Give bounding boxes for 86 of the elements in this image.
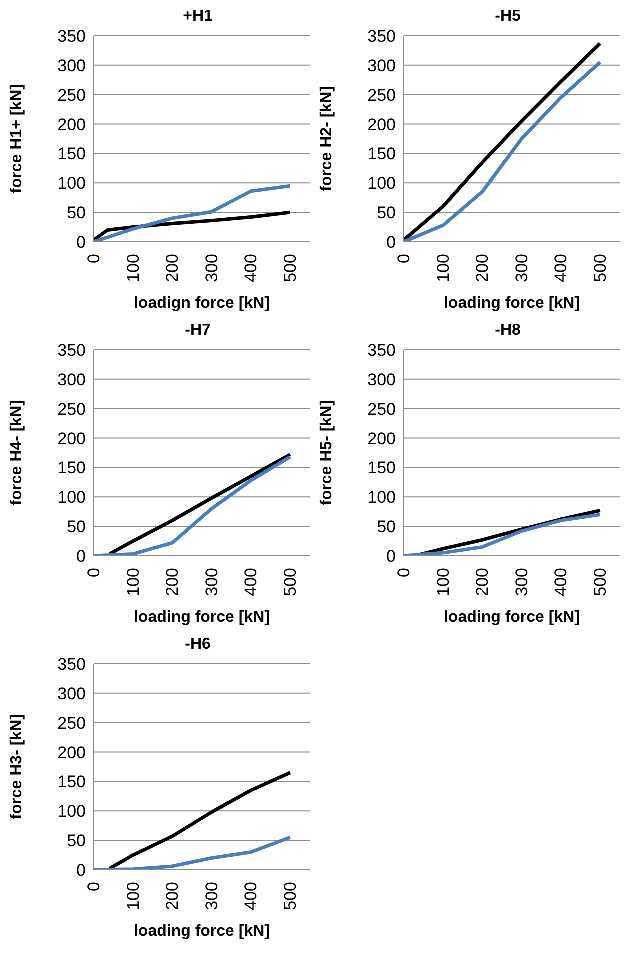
- x-axis-title: loading force [kN]: [134, 923, 270, 940]
- chart-title: -H7: [184, 322, 212, 341]
- y-tick-label: 150: [368, 458, 396, 478]
- x-tick-label: 0: [84, 254, 104, 264]
- x-tick-label: 300: [512, 254, 532, 282]
- x-tick-label: 100: [124, 254, 143, 282]
- y-tick-label: 200: [58, 743, 86, 762]
- x-tick-label: 200: [163, 568, 182, 596]
- x-tick-label: 0: [84, 882, 104, 892]
- x-tick-label: 0: [394, 254, 414, 264]
- line-series: [108, 771, 292, 870]
- y-tick-label: 50: [67, 204, 86, 223]
- y-tick-label: 300: [368, 370, 396, 390]
- x-tick-label: 200: [163, 254, 182, 282]
- x-tick-label: 300: [202, 254, 222, 282]
- x-tick-label: 500: [590, 254, 610, 282]
- x-tick-label: 0: [84, 568, 104, 578]
- y-tick-label: 100: [368, 488, 396, 508]
- chart-title: -H5: [494, 8, 522, 27]
- x-tick-label: 500: [280, 254, 300, 282]
- y-axis-title: force H5- [kN]: [318, 400, 336, 506]
- chart-title: +H1: [182, 8, 214, 27]
- x-axis-title: loading force [kN]: [134, 609, 270, 626]
- x-tick-label: 200: [163, 882, 182, 910]
- y-tick-label: 350: [58, 655, 86, 674]
- y-tick-label: 50: [377, 204, 396, 223]
- y-tick-label: 200: [58, 115, 86, 134]
- y-tick-label: 200: [368, 115, 396, 134]
- y-tick-label: 200: [368, 429, 396, 448]
- y-tick-label: 50: [67, 518, 86, 537]
- y-tick-label: 350: [368, 27, 396, 46]
- x-tick-label: 300: [202, 568, 222, 596]
- x-tick-label: 200: [473, 254, 492, 282]
- y-axis-title: force H1+ [kN]: [8, 84, 26, 194]
- x-tick-label: 0: [394, 568, 414, 578]
- y-tick-label: 50: [67, 832, 86, 851]
- y-tick-label: 350: [58, 341, 86, 360]
- line-series: [94, 836, 292, 870]
- x-tick-label: 500: [280, 568, 300, 596]
- y-tick-label: 100: [368, 174, 396, 194]
- y-tick-label: 250: [58, 400, 86, 419]
- y-tick-label: 300: [368, 56, 396, 76]
- line-series: [404, 513, 602, 556]
- x-tick-label: 300: [202, 882, 222, 910]
- y-tick-label: 150: [58, 772, 86, 792]
- chart-title: -H8: [494, 322, 522, 341]
- y-tick-label: 200: [58, 429, 86, 448]
- x-tick-label: 100: [434, 254, 453, 282]
- y-tick-label: 250: [58, 86, 86, 105]
- line-series: [94, 184, 292, 242]
- x-tick-label: 400: [242, 254, 261, 282]
- x-tick-label: 400: [552, 254, 571, 282]
- x-tick-label: 100: [124, 568, 143, 596]
- y-axis-title: force H2- [kN]: [318, 86, 336, 192]
- line-series: [94, 210, 292, 242]
- y-tick-label: 300: [58, 56, 86, 76]
- y-tick-label: 50: [377, 518, 396, 537]
- x-axis-title: loading force [kN]: [444, 295, 580, 312]
- y-axis-title: force H3- [kN]: [8, 714, 26, 820]
- y-tick-label: 100: [58, 802, 86, 822]
- x-axis-title: loadign force [kN]: [134, 295, 270, 312]
- x-tick-label: 400: [552, 568, 571, 596]
- y-tick-label: 350: [58, 27, 86, 46]
- x-tick-label: 400: [242, 568, 261, 596]
- y-tick-label: 250: [368, 86, 396, 105]
- x-tick-label: 500: [280, 882, 300, 910]
- y-tick-label: 0: [76, 861, 86, 880]
- x-tick-label: 200: [473, 568, 492, 596]
- y-tick-label: 100: [58, 174, 86, 194]
- y-tick-label: 300: [58, 684, 86, 704]
- y-tick-label: 300: [58, 370, 86, 390]
- x-tick-label: 400: [242, 882, 261, 910]
- y-tick-label: 250: [58, 714, 86, 733]
- y-tick-label: 150: [58, 458, 86, 478]
- x-tick-label: 100: [434, 568, 453, 596]
- x-tick-label: 100: [124, 882, 143, 910]
- x-axis-title: loading force [kN]: [444, 609, 580, 626]
- y-tick-label: 100: [58, 488, 86, 508]
- y-tick-label: 150: [368, 144, 396, 164]
- y-axis-title: force H4- [kN]: [8, 400, 26, 506]
- y-tick-label: 250: [368, 400, 396, 419]
- x-tick-label: 300: [512, 568, 532, 596]
- chart-title: -H6: [184, 636, 212, 655]
- y-tick-label: 150: [58, 144, 86, 164]
- y-tick-label: 350: [368, 341, 396, 360]
- x-tick-label: 500: [590, 568, 610, 596]
